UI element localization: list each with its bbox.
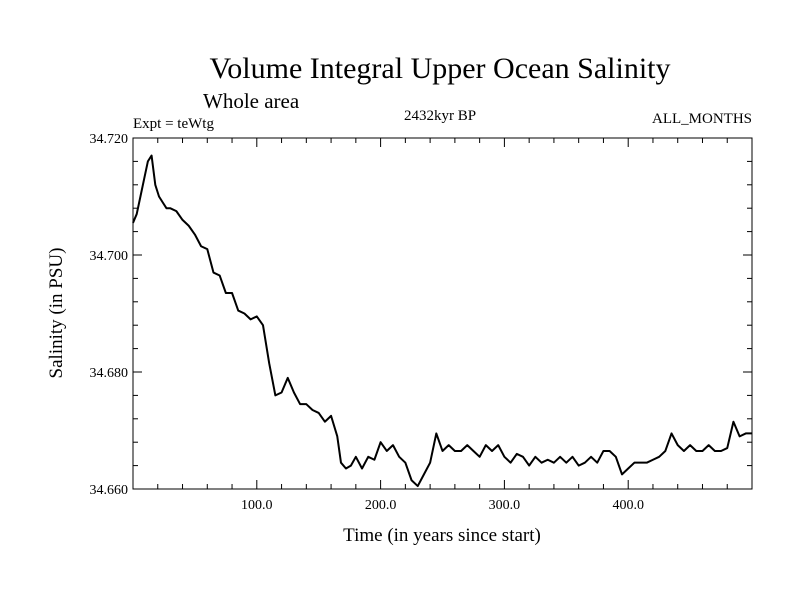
y-tick-label: 34.680 bbox=[90, 366, 129, 381]
axis-ticks bbox=[133, 137, 752, 490]
chart-subtitle: Whole area bbox=[203, 89, 300, 113]
y-tick-label: 34.700 bbox=[90, 249, 129, 264]
chart-title: Volume Integral Upper Ocean Salinity bbox=[210, 52, 671, 85]
y-axis-label: Salinity (in PSU) bbox=[46, 248, 67, 379]
x-tick-label: 200.0 bbox=[365, 498, 397, 513]
x-axis-label: Time (in years since start) bbox=[343, 525, 541, 546]
salinity-series-line bbox=[132, 154, 752, 488]
period-label: 2432kyr BP bbox=[404, 108, 476, 124]
y-tick-label: 34.660 bbox=[90, 483, 129, 498]
x-tick-label: 400.0 bbox=[612, 498, 644, 513]
y-tick-label: 34.720 bbox=[90, 132, 129, 147]
plot-frame bbox=[132, 137, 753, 490]
axis-tick-labels: 100.0 200.0 300.0 400.0 34.660 34.680 34.700 34… bbox=[90, 132, 644, 513]
months-label: ALL_MONTHS bbox=[652, 111, 752, 127]
x-tick-label: 300.0 bbox=[489, 498, 521, 513]
x-tick-label: 100.0 bbox=[241, 498, 273, 513]
experiment-label: Expt = teWtg bbox=[133, 116, 214, 132]
